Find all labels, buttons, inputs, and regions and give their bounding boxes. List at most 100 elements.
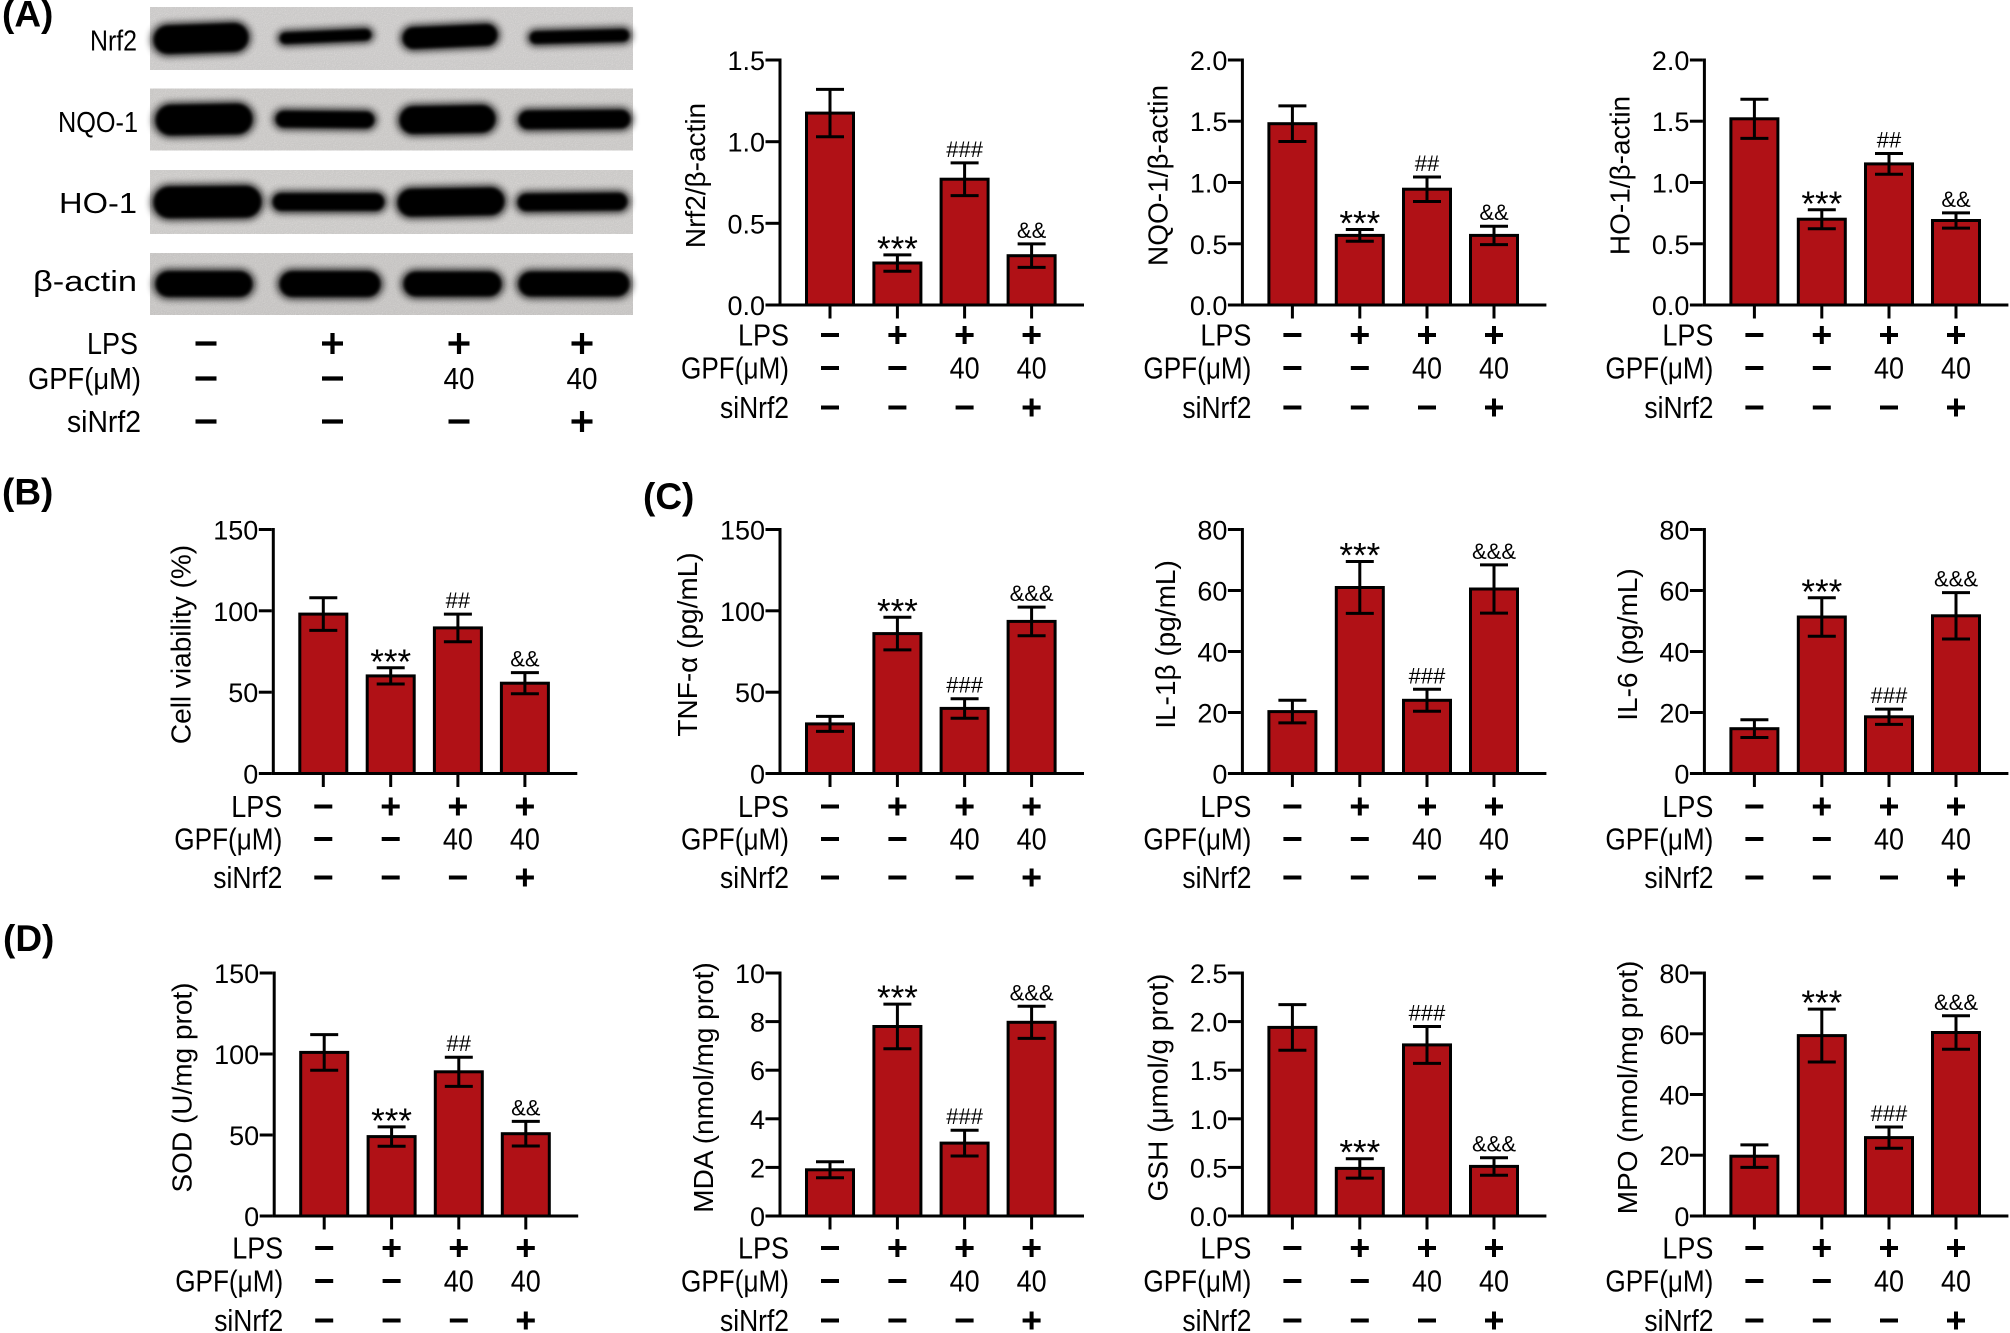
svg-text:GSH (μmol/g prot): GSH (μmol/g prot): [1142, 974, 1173, 1202]
svg-text:##: ##: [1415, 151, 1440, 176]
svg-text:LPS: LPS: [232, 1231, 283, 1266]
svg-text:60: 60: [1197, 577, 1227, 607]
svg-text:***: ***: [877, 979, 918, 1018]
svg-text:1.0: 1.0: [1652, 169, 1690, 199]
svg-text:&&&: &&&: [1934, 567, 1978, 592]
svg-text:***: ***: [1339, 205, 1380, 244]
svg-text:***: ***: [877, 592, 918, 631]
svg-text:Nrf2/β-actin: Nrf2/β-actin: [680, 103, 711, 248]
svg-text:SOD (U/mg prot): SOD (U/mg prot): [166, 982, 197, 1192]
svg-text:40: 40: [1479, 822, 1509, 857]
svg-text:40: 40: [1874, 1264, 1904, 1299]
svg-text:siNrf2: siNrf2: [720, 1303, 789, 1333]
svg-text:β-actin: β-actin: [33, 266, 137, 298]
svg-text:0.5: 0.5: [1190, 1153, 1228, 1183]
svg-text:###: ###: [1871, 683, 1908, 708]
svg-text:1.5: 1.5: [1190, 1056, 1228, 1086]
svg-text:siNrf2: siNrf2: [213, 860, 282, 895]
svg-text:GPF(μM): GPF(μM): [175, 1264, 283, 1299]
svg-text:GPF(μM): GPF(μM): [1143, 822, 1251, 857]
svg-text:0: 0: [1212, 760, 1227, 790]
svg-text:0: 0: [244, 1202, 259, 1232]
svg-text:0.0: 0.0: [727, 291, 765, 321]
svg-text:Cell viability (%): Cell viability (%): [166, 545, 197, 744]
svg-text:&&&: &&&: [1472, 1132, 1516, 1157]
svg-text:***: ***: [1801, 984, 1842, 1023]
svg-text:40: 40: [1017, 1264, 1047, 1299]
svg-text:6: 6: [750, 1056, 765, 1086]
svg-text:40: 40: [567, 361, 598, 396]
svg-text:40: 40: [444, 1264, 474, 1299]
svg-text:80: 80: [1659, 959, 1689, 989]
svg-text:0.5: 0.5: [727, 209, 765, 239]
svg-text:&&&: &&&: [1010, 581, 1054, 606]
svg-text:50: 50: [229, 1121, 259, 1151]
svg-text:40: 40: [443, 822, 473, 857]
svg-text:IL-1β (pg/mL): IL-1β (pg/mL): [1150, 560, 1181, 729]
svg-text:Nrf2: Nrf2: [90, 25, 137, 57]
svg-text:HO-1/β-actin: HO-1/β-actin: [1604, 96, 1635, 255]
svg-text:0.5: 0.5: [1652, 230, 1690, 260]
svg-text:GPF(μM): GPF(μM): [174, 822, 282, 857]
svg-text:2.5: 2.5: [1190, 959, 1228, 989]
svg-text:0.0: 0.0: [1190, 291, 1228, 321]
svg-text:siNrf2: siNrf2: [1644, 860, 1713, 895]
svg-text:40: 40: [1017, 822, 1047, 857]
svg-text:40: 40: [1941, 822, 1971, 857]
svg-text:1.5: 1.5: [1652, 107, 1690, 137]
svg-text:150: 150: [213, 516, 258, 546]
svg-text:0: 0: [750, 760, 765, 790]
svg-text:&&&: &&&: [1472, 539, 1516, 564]
svg-text:20: 20: [1659, 1141, 1689, 1171]
svg-text:HO-1: HO-1: [59, 188, 137, 220]
svg-text:40: 40: [1941, 1264, 1971, 1299]
svg-text:###: ###: [946, 137, 983, 162]
svg-text:2.0: 2.0: [1190, 46, 1228, 76]
svg-text:40: 40: [950, 822, 980, 857]
svg-text:siNrf2: siNrf2: [214, 1303, 283, 1333]
svg-text:LPS: LPS: [738, 318, 789, 353]
svg-text:GPF(μM): GPF(μM): [681, 822, 789, 857]
svg-text:GPF(μM): GPF(μM): [681, 1264, 789, 1299]
svg-text:&&: &&: [1479, 200, 1509, 225]
svg-text:2: 2: [750, 1153, 765, 1183]
svg-text:###: ###: [1409, 1001, 1446, 1026]
svg-text:GPF(μM): GPF(μM): [1605, 351, 1713, 386]
svg-text:siNrf2: siNrf2: [67, 404, 141, 439]
svg-text:40: 40: [1017, 351, 1047, 386]
svg-text:80: 80: [1659, 516, 1689, 546]
svg-text:4: 4: [750, 1105, 765, 1135]
svg-text:60: 60: [1659, 577, 1689, 607]
svg-text:20: 20: [1659, 699, 1689, 729]
svg-text:40: 40: [1874, 351, 1904, 386]
svg-text:***: ***: [371, 1102, 412, 1141]
svg-text:(D): (D): [3, 918, 54, 959]
svg-text:40: 40: [1874, 822, 1904, 857]
svg-text:100: 100: [213, 597, 258, 627]
svg-text:40: 40: [1941, 351, 1971, 386]
svg-text:40: 40: [1197, 638, 1227, 668]
svg-text:40: 40: [950, 351, 980, 386]
svg-text:MDA (nmol/mg prot): MDA (nmol/mg prot): [688, 962, 719, 1213]
svg-text:40: 40: [1659, 1081, 1689, 1111]
svg-text:50: 50: [228, 678, 258, 708]
svg-text:20: 20: [1197, 699, 1227, 729]
svg-text:0: 0: [750, 1202, 765, 1232]
svg-text:LPS: LPS: [87, 326, 138, 361]
svg-text:(B): (B): [2, 472, 53, 513]
svg-text:(A): (A): [2, 0, 53, 35]
svg-text:40: 40: [1412, 1264, 1442, 1299]
svg-text:40: 40: [1479, 351, 1509, 386]
svg-text:NQO-1: NQO-1: [58, 107, 138, 139]
svg-text:1.0: 1.0: [727, 128, 765, 158]
svg-text:LPS: LPS: [738, 789, 789, 824]
svg-text:10: 10: [735, 959, 765, 989]
svg-text:0.0: 0.0: [1652, 291, 1690, 321]
svg-text:LPS: LPS: [1662, 1231, 1713, 1266]
svg-text:TNF-α (pg/mL): TNF-α (pg/mL): [672, 552, 703, 736]
svg-text:***: ***: [1801, 573, 1842, 612]
svg-text:MPO (nmol/mg prot): MPO (nmol/mg prot): [1612, 961, 1643, 1215]
svg-text:150: 150: [720, 516, 765, 546]
svg-text:siNrf2: siNrf2: [1182, 390, 1251, 425]
svg-text:NQO-1/β-actin: NQO-1/β-actin: [1142, 85, 1173, 266]
